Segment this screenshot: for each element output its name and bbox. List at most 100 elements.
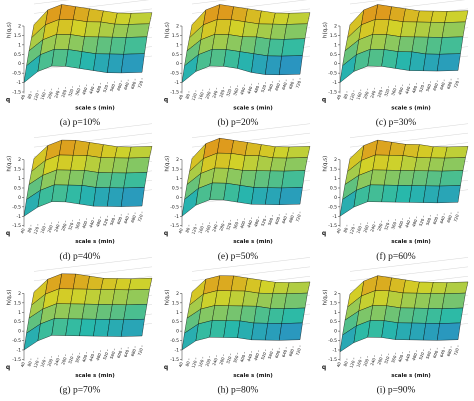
x-tick-label: 560 [267,350,274,359]
x-tick-label: 320 [67,88,74,97]
x-tick-label: 520 [260,84,267,93]
z-tick-label: 1.5 [14,300,21,306]
surface-patch [253,36,271,57]
surface-patch [375,275,392,291]
x-tick-label: 680 [446,214,453,223]
x-tick-label: 600 [432,216,439,225]
z-tick-label: -1.5 [328,90,337,96]
surface-patch [430,146,448,159]
z-tick-label: -1 [17,80,22,86]
grid-line [33,257,153,272]
z-tick-label: 1 [18,310,21,316]
x-tick-label: 560 [425,83,432,92]
x-tick-label: 320 [225,88,232,97]
z-tick-label: 1.5 [172,167,179,173]
surface-patch [425,308,443,324]
x-tick-label: 160 [355,91,362,100]
z-tick-label: 2 [18,291,21,297]
surface-patch [120,187,145,207]
z-axis-label: h(q,s) [165,156,171,172]
x-tick-label: 400 [239,354,246,363]
x-axis-label: scale s (min) [391,106,431,112]
surface-patch [441,157,466,172]
x-tick-label: 360 [232,354,239,363]
surface-patch [267,170,285,189]
surface-patch [270,157,287,172]
x-tick-label: 560 [267,83,274,92]
x-tick-label: 680 [446,348,453,357]
surface-patch [386,19,404,37]
x-tick-label: 40 [177,94,184,101]
surface-patch [251,187,268,205]
surface-patch [436,185,461,204]
surface-patch [444,281,469,294]
z-tick-label: 1.5 [14,167,21,173]
z-tick-label: 0 [334,329,337,335]
surface-patch [267,38,285,57]
z-tick-label: -1 [175,80,180,86]
surface-patch [444,146,469,159]
z-tick-label: 0.5 [330,52,337,58]
surface-patch [214,152,232,169]
surface-patch [109,36,127,55]
surface-patch [370,34,387,50]
z-tick-label: -1 [175,214,180,220]
x-tick-label: 280 [218,89,225,98]
surface-patch [237,51,255,73]
surface-patch [265,55,282,75]
surface-patch [125,289,150,305]
x-tick-label: 680 [130,80,137,89]
x-tick-label: 600 [116,216,123,225]
surface-patch [114,12,132,25]
z-tick-label: 0 [334,195,337,201]
x-tick-label: 600 [116,349,123,358]
surface-patch [439,307,464,324]
surface-patch [59,139,76,156]
surface-patch [59,4,76,20]
x-tick-label: 600 [274,216,281,225]
z-tick-label: 1.5 [330,300,337,306]
x-tick-label: 600 [274,349,281,358]
surface-patch [225,168,243,186]
surface-patch [256,155,274,172]
z-tick-label: -1.5 [170,90,179,96]
x-tick-label: 560 [109,83,116,92]
surface-patch [84,155,102,173]
z-tick-label: 0 [176,195,179,201]
surface-patch [123,172,148,189]
surface-patch [123,36,148,55]
x-tick-label: 360 [232,221,239,230]
x-tick-label: 80 [26,93,33,100]
z-tick-label: 0 [18,61,21,67]
grid-line [191,257,311,272]
surface-patch [367,184,385,203]
surface-patch [239,305,257,324]
surface-patch [372,154,390,171]
z-tick-label: 2 [334,157,337,163]
x-tick-label: 360 [390,354,397,363]
surface-patch [230,140,248,156]
x-tick-label: 320 [383,221,390,230]
surface-patch [120,318,145,337]
x-tick-label: 160 [197,358,204,367]
x-tick-label: 320 [383,355,390,364]
surface-patch [441,21,466,38]
surface-patch [86,142,104,158]
surface-patch [281,307,306,324]
x-tick-label: 160 [39,358,46,367]
surface-patch [372,19,390,35]
surface-patch [251,322,268,341]
x-tick-label: 80 [342,226,349,233]
surface-patch [98,289,116,305]
surface-patch [237,320,255,341]
surface-patch [217,4,234,20]
surface-patch [123,304,148,320]
x-tick-label: 400 [397,220,404,229]
surface-patch [411,170,429,186]
surface-patch [72,140,90,156]
surface-patch [214,19,232,35]
surface-patch [217,137,234,154]
surface-patch [209,320,227,338]
x-tick-label: 680 [288,348,295,357]
